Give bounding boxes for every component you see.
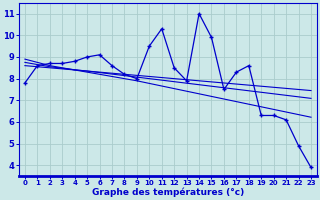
X-axis label: Graphe des températures (°c): Graphe des températures (°c) xyxy=(92,188,244,197)
